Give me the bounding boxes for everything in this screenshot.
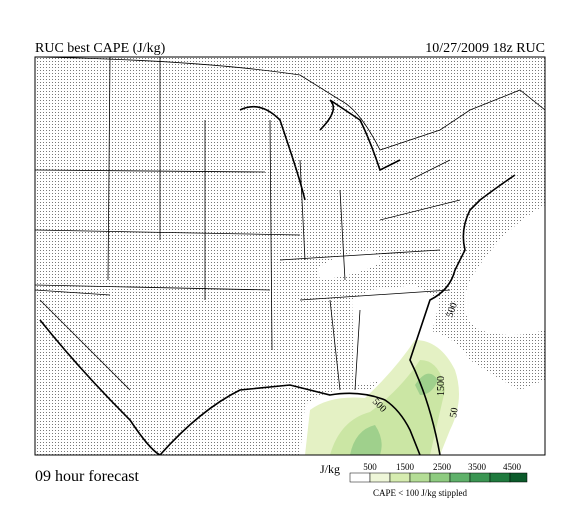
contour-label: 50 [448,407,461,419]
cape-area [464,205,545,335]
swatch [409,472,431,483]
forecast-label: 09 hour forecast [35,468,140,485]
legend-note: CAPE < 100 J/kg stippled [373,488,468,498]
legend-tick: 2500 [433,462,452,472]
legend-unit: J/kg [320,462,340,476]
run-label: 10/27/2009 18z RUC [425,41,545,56]
swatch [509,472,528,483]
map-frame [34,56,546,456]
cape-2500 [350,373,438,455]
swatch [369,472,391,483]
swatch [449,472,471,483]
swatch [389,472,411,483]
legend-tick: 500 [363,462,377,472]
swatch [349,472,371,483]
legend-ticks: 500 1500 2500 3500 4500 [363,462,521,472]
legend-tick: 4500 [503,462,522,472]
legend-tick: 1500 [396,462,415,472]
swatch [489,472,511,483]
swatch [429,472,451,483]
legend-tick: 3500 [468,462,487,472]
map: 500 1500 500 50 [35,57,545,455]
contour-label: 500 [444,301,459,319]
swatch [469,472,491,483]
map-title: RUC best CAPE (J/kg) [35,41,166,56]
borders [35,57,545,391]
colorbar [349,472,528,483]
contour-label: 1500 [436,376,447,396]
cape-area [318,250,382,280]
